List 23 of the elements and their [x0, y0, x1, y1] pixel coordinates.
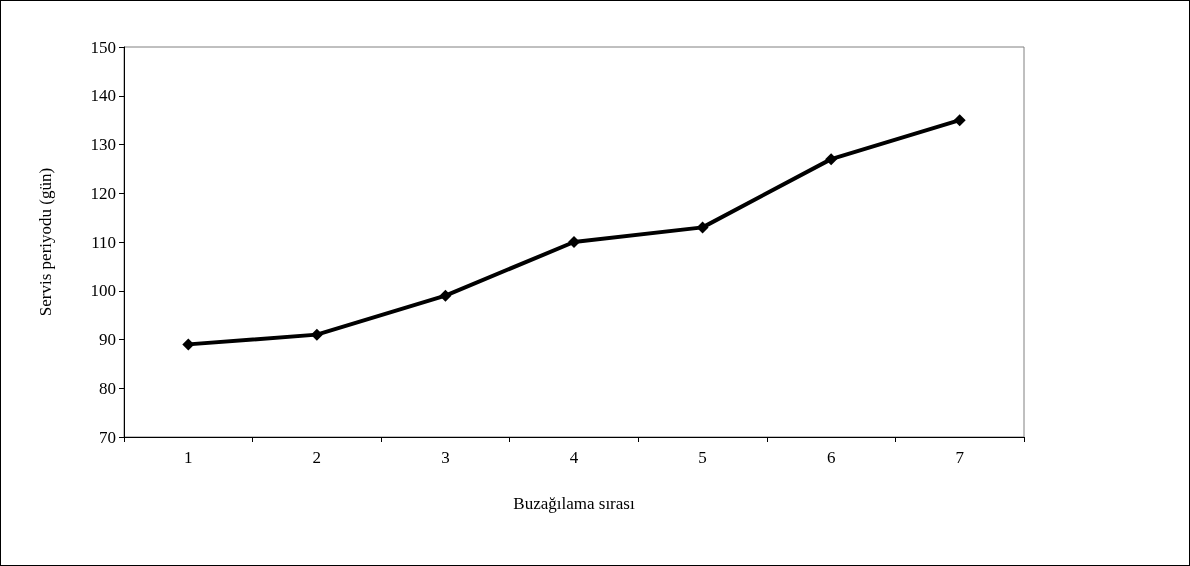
- point: [953, 114, 966, 127]
- x-tick-label: 2: [312, 448, 322, 467]
- x-axis-title: Buzağılama sırası: [513, 494, 635, 513]
- y-tick-label: 140: [90, 86, 116, 106]
- y-tick-label: 80: [99, 378, 116, 398]
- x-tick-label: 5: [698, 448, 707, 467]
- y-axis-title: Servis periyodu (gün): [36, 167, 55, 317]
- point: [439, 289, 452, 302]
- x-tick-label: 7: [955, 448, 965, 467]
- y-tick-label: 110: [91, 232, 116, 252]
- x-tick-label: 4: [569, 448, 579, 467]
- y-tick-label: 150: [90, 37, 116, 57]
- point: [825, 153, 838, 166]
- x-tick-label: 3: [441, 448, 450, 467]
- x-tick-label: 6: [826, 448, 836, 467]
- y-tick-label: 70: [99, 427, 116, 447]
- y-tick-label: 130: [90, 135, 116, 154]
- y-tick-label: 90: [99, 330, 116, 349]
- point: [568, 236, 580, 248]
- point: [182, 338, 195, 351]
- y-tick-label: 120: [90, 183, 116, 203]
- x-tick-label: 1: [184, 448, 193, 467]
- y-tick-label: 100: [90, 281, 116, 301]
